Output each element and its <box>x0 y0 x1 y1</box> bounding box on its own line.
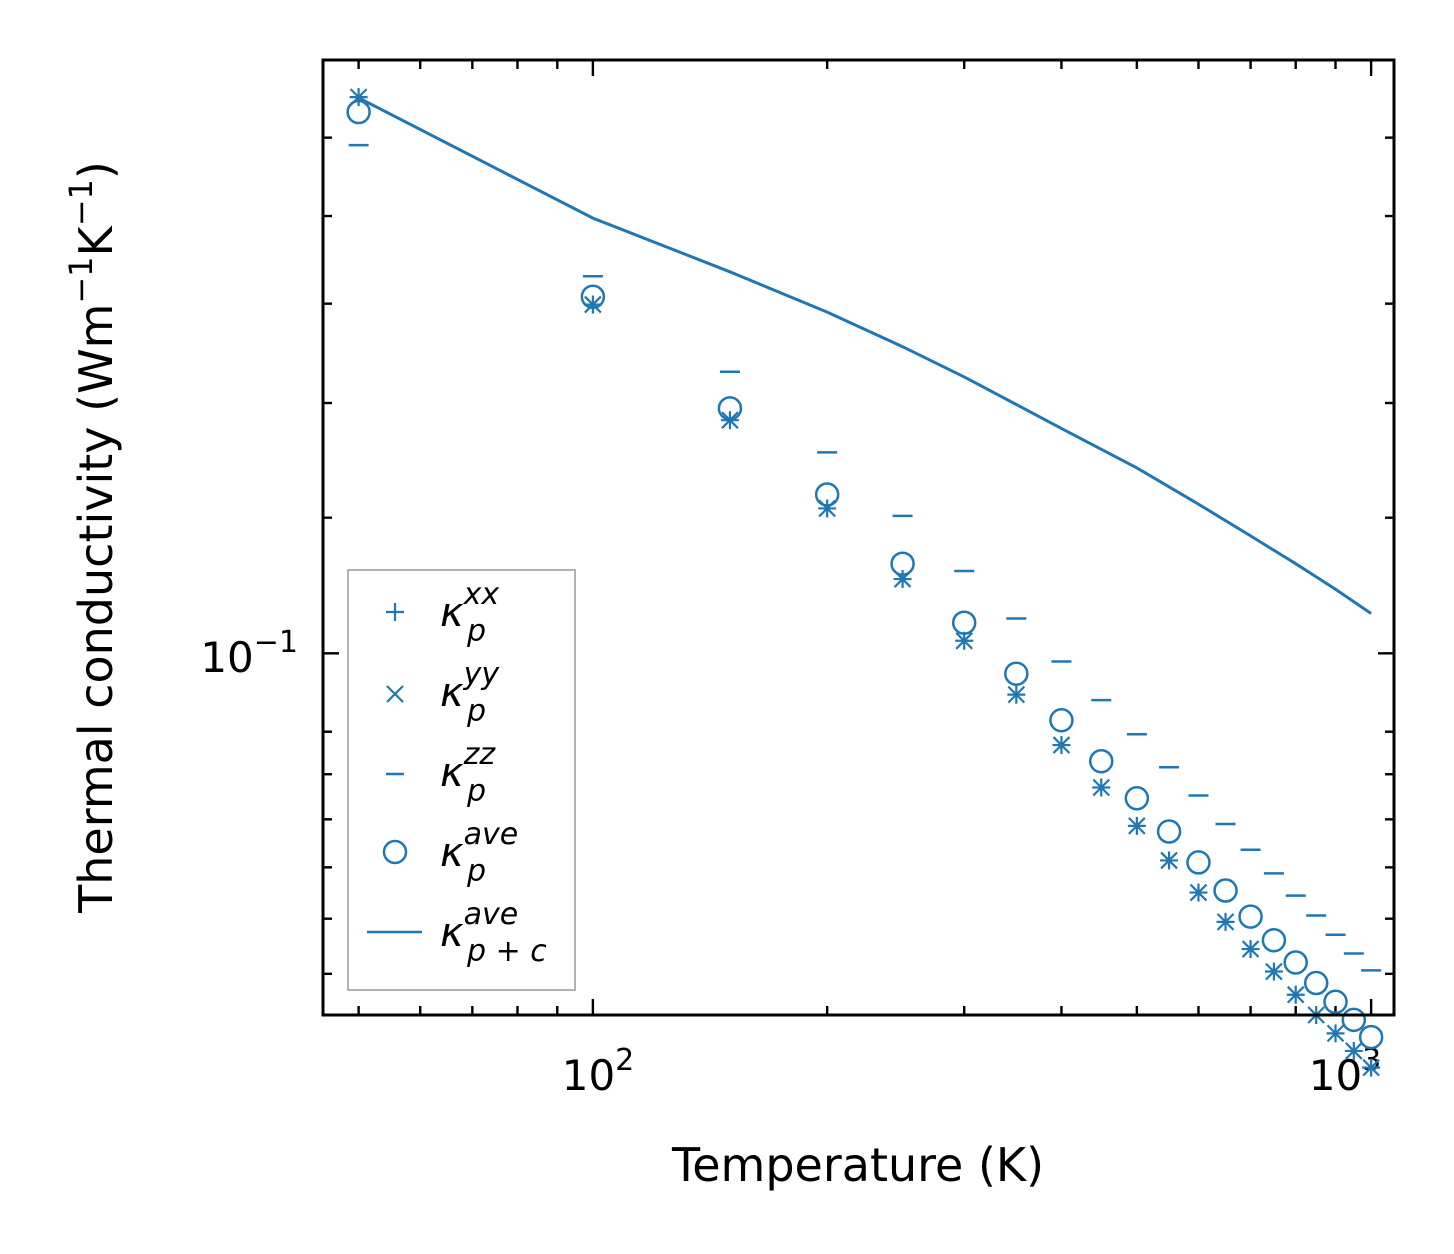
point-ave-700 <box>1238 904 1263 929</box>
point-ave-1000 <box>1358 1024 1384 1050</box>
legend-item-zz: κzz p <box>386 737 496 809</box>
series-kappa-p-yy <box>349 88 1380 1077</box>
major-ticks <box>323 60 1394 1015</box>
point-yy-300 <box>955 632 973 650</box>
line-kappa-pc-ave <box>357 96 1372 615</box>
point-ave-900 <box>1323 989 1348 1015</box>
legend-box <box>347 569 576 991</box>
legend-marker-plus <box>386 603 404 621</box>
point-yy-d2 <box>1052 736 1071 754</box>
legend-label-zz: κzz p <box>440 737 496 809</box>
legend-marker-x <box>386 685 404 703</box>
x-axis-label: Temperature (K) <box>671 1138 1044 1192</box>
legend-label-pc-ave: κave p + c <box>440 897 547 969</box>
point-ave-200 <box>814 482 840 507</box>
point-yy-d2 <box>1160 851 1178 870</box>
point-yy-d2 <box>1216 913 1235 931</box>
legend-marker-circle <box>382 839 408 865</box>
point-ave-150 <box>717 396 743 421</box>
y-tick-label-0.1: 10−1 <box>200 625 298 682</box>
point-ave-50 <box>346 99 371 125</box>
point-ave-950 <box>1341 1007 1367 1033</box>
point-yy-d2 <box>1092 778 1111 797</box>
legend-label-yy: κyy p <box>440 657 500 729</box>
plot-frame <box>321 58 1396 1017</box>
point-yy-350 <box>1007 685 1026 704</box>
point-yy-d2 <box>1326 1024 1345 1043</box>
point-yy-700 <box>1241 940 1260 958</box>
legend-item-yy: κyy p <box>386 657 500 729</box>
legend-label-xx: κxx p <box>440 577 499 649</box>
point-yy-d2 <box>1362 1058 1380 1077</box>
point-yy-1000 <box>1362 1058 1380 1077</box>
series-kappa-p-ave <box>346 99 1384 1050</box>
point-ave-750 <box>1261 928 1287 953</box>
point-yy-600 <box>1189 883 1208 902</box>
point-yy-950 <box>1345 1042 1363 1060</box>
point-ave-300 <box>951 610 977 635</box>
legend-label-ave: κave p <box>440 817 518 889</box>
series-kappa-p-zz <box>348 143 1382 972</box>
point-yy-100 <box>584 295 602 314</box>
point-yy-d2 <box>1128 817 1146 835</box>
point-yy-d2 <box>955 632 973 650</box>
legend: κxx p κyy p κzz p κave p κave p + c <box>347 569 576 991</box>
point-yy-900 <box>1326 1024 1345 1043</box>
legend-item-ave: κave p <box>382 817 518 889</box>
point-ave-400 <box>1049 707 1074 733</box>
point-yy-d2 <box>1189 883 1208 902</box>
point-yy-550 <box>1160 851 1178 870</box>
y-axis-label: Thermal conductivity (Wm−1K−1) <box>62 161 123 914</box>
point-ave-600 <box>1186 850 1211 875</box>
point-yy-500 <box>1128 817 1146 835</box>
point-yy-d2 <box>1007 685 1026 704</box>
point-ave-250 <box>890 551 915 576</box>
point-ave-350 <box>1004 661 1029 686</box>
point-yy-800 <box>1286 985 1305 1004</box>
point-ave-550 <box>1156 819 1182 844</box>
point-ave-500 <box>1124 786 1150 811</box>
point-yy-400 <box>1052 736 1071 754</box>
series-kappa-pc-ave <box>357 96 1372 615</box>
point-yy-d2 <box>1241 940 1260 958</box>
point-yy-d2 <box>584 295 602 314</box>
point-ave-450 <box>1088 748 1114 774</box>
point-yy-450 <box>1092 778 1111 797</box>
point-yy-650 <box>1216 913 1235 931</box>
point-ave-100 <box>580 284 606 309</box>
point-yy-d2 <box>1286 985 1305 1004</box>
point-ave-800 <box>1283 950 1308 975</box>
x-tick-label-100: 102 <box>562 1043 635 1100</box>
point-yy-d2 <box>1345 1042 1363 1060</box>
legend-item-xx: κxx p <box>386 577 499 649</box>
point-ave-650 <box>1213 878 1238 903</box>
point-ave-850 <box>1303 970 1329 996</box>
legend-item-pc-ave: κave p + c <box>367 897 547 969</box>
point-yy-750 <box>1265 962 1283 981</box>
point-yy-d2 <box>1265 962 1283 981</box>
